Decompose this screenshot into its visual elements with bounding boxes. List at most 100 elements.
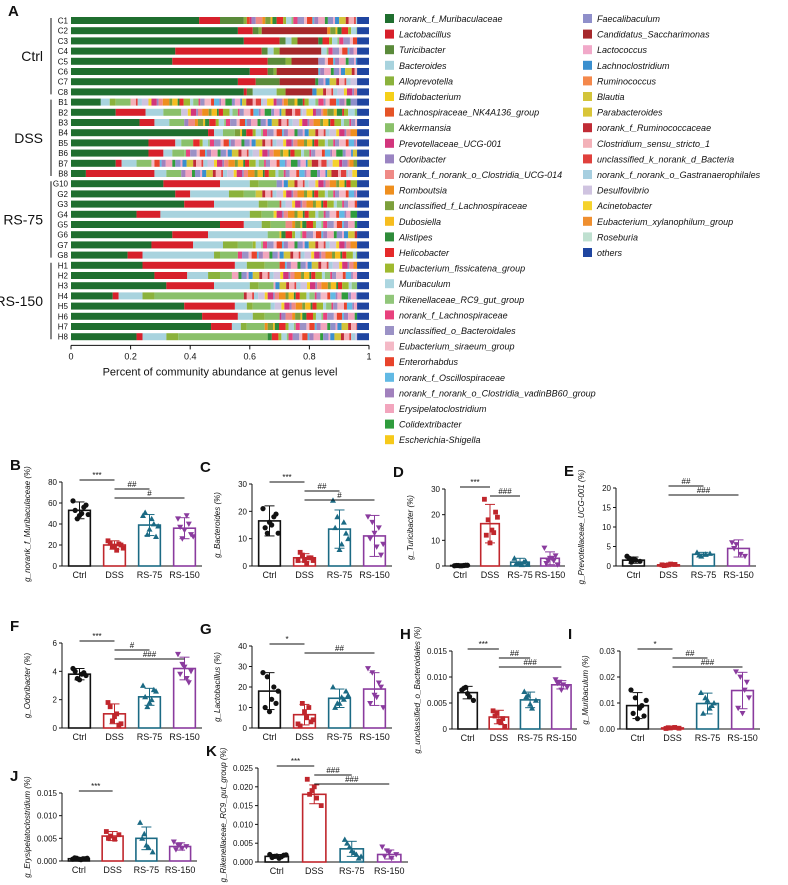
- data-point: [179, 845, 186, 852]
- stacked-bar-segment: [342, 231, 344, 239]
- category-label: RS-75: [137, 570, 163, 580]
- y-tick-label: 0.005: [37, 834, 58, 843]
- x-tick-label: 0: [68, 351, 73, 361]
- stacked-bar-segment: [262, 98, 268, 106]
- stacked-bar-segment: [333, 108, 337, 116]
- stacked-bar-segment: [348, 292, 352, 300]
- stacked-bar-segment: [283, 139, 287, 147]
- stacked-bar-segment: [327, 282, 331, 290]
- data-point: [304, 715, 310, 721]
- stacked-bar-segment: [354, 190, 356, 198]
- stacked-bar-segment: [249, 139, 252, 147]
- stacked-bar-segment: [229, 108, 233, 116]
- stacked-bar-segment: [332, 149, 337, 157]
- stacked-bar-segment: [292, 312, 296, 320]
- stacked-bar-segment: [190, 108, 197, 116]
- stacked-bar-segment: [357, 261, 369, 269]
- stacked-bar-segment: [354, 17, 356, 24]
- legend-swatch: [583, 107, 592, 117]
- stacked-bar-segment: [169, 119, 185, 126]
- stacked-bar-segment: [290, 149, 295, 157]
- stacked-bar-segment: [295, 231, 301, 239]
- stacked-bar-segment: [314, 139, 319, 147]
- stacked-bar-segment: [244, 139, 250, 147]
- data-point: [388, 855, 395, 862]
- group-label: Ctrl: [21, 48, 43, 64]
- data-point: [371, 692, 378, 699]
- stacked-bar-segment: [276, 210, 282, 218]
- stacked-bar-segment: [304, 139, 308, 147]
- stacked-bar-segment: [221, 98, 226, 106]
- stacked-bar-segment: [345, 68, 352, 75]
- stacked-bar-segment: [203, 119, 206, 126]
- panel-i: I 0.00 0.01 0.02 0.03 g_Muribaculum (%) Ctrl DS…: [568, 626, 760, 743]
- stacked-bar-segment: [273, 98, 277, 106]
- stacked-bar-segment: [239, 108, 244, 116]
- legend-label: Colidextribacter: [399, 420, 463, 430]
- stacked-bar-segment: [286, 282, 290, 290]
- stacked-bar-segment: [357, 27, 369, 35]
- stacked-bar-segment: [344, 241, 347, 249]
- stacked-bar-segment: [333, 221, 337, 228]
- data-point: [470, 697, 477, 704]
- stacked-bar-segment: [279, 78, 316, 86]
- data-point: [554, 680, 561, 687]
- legend-label: Faecalibaculum: [597, 14, 661, 24]
- stacked-bar-segment: [274, 108, 280, 116]
- data-point: [346, 843, 353, 850]
- stacked-bar-segment: [302, 98, 305, 106]
- data-point: [367, 536, 374, 542]
- stacked-bar-segment: [345, 190, 349, 198]
- sample-label: G2: [57, 190, 68, 199]
- stacked-bar-segment: [286, 17, 292, 24]
- y-tick-label: 0.000: [37, 857, 58, 866]
- legend-swatch: [385, 263, 394, 273]
- data-point: [149, 848, 156, 855]
- stacked-bar-segment: [261, 221, 271, 228]
- data-point: [181, 527, 188, 534]
- stacked-bar-segment: [349, 159, 354, 167]
- legend-label: norank_f_norank_o_Clostridia_UCG-014: [399, 170, 562, 180]
- stacked-bar-segment: [347, 47, 350, 55]
- legend-swatch: [583, 248, 592, 257]
- stacked-bar-segment: [248, 251, 252, 259]
- stacked-bar-segment: [294, 241, 298, 249]
- stacked-bar-segment: [336, 108, 343, 116]
- stacked-bar-segment: [258, 200, 268, 208]
- stacked-bar-segment: [191, 170, 195, 177]
- data-point: [307, 791, 312, 797]
- stacked-bar-segment: [264, 323, 268, 330]
- legend-label: Erysipelatoclostridium: [399, 404, 487, 414]
- stacked-bar-segment: [324, 190, 328, 198]
- stacked-bar-segment: [290, 159, 298, 167]
- stacked-bar-segment: [285, 88, 313, 96]
- stacked-bar-segment: [283, 98, 288, 106]
- stacked-bar-segment: [163, 180, 220, 188]
- stacked-bar-segment: [354, 231, 358, 239]
- stacked-bar-segment: [327, 108, 334, 116]
- y-tick-label: 10: [238, 704, 247, 713]
- stacked-bar-segment: [285, 108, 293, 116]
- stacked-bar-segment: [327, 200, 334, 208]
- stacked-bar-segment: [217, 159, 223, 167]
- legend-swatch: [385, 60, 394, 70]
- stacked-bar-segment: [196, 108, 198, 116]
- category-label: RS-75: [507, 570, 533, 580]
- data-point: [262, 525, 268, 531]
- stacked-bar-segment: [321, 272, 325, 279]
- stacked-bar-segment: [252, 272, 260, 279]
- data-point: [364, 666, 371, 672]
- stacked-bar-segment: [286, 159, 291, 167]
- stacked-bar-segment: [318, 190, 325, 198]
- stacked-bar-segment: [201, 159, 204, 167]
- stacked-bar-segment: [186, 149, 191, 157]
- legend-swatch: [385, 29, 394, 39]
- stacked-bar-segment: [354, 108, 358, 116]
- stacked-bar-segment: [219, 98, 222, 106]
- legend-swatch: [385, 170, 394, 179]
- stacked-bar-segment: [357, 333, 369, 341]
- stacked-bar-segment: [249, 282, 259, 290]
- stacked-bar-segment: [232, 108, 238, 116]
- stacked-bar-segment: [336, 312, 343, 320]
